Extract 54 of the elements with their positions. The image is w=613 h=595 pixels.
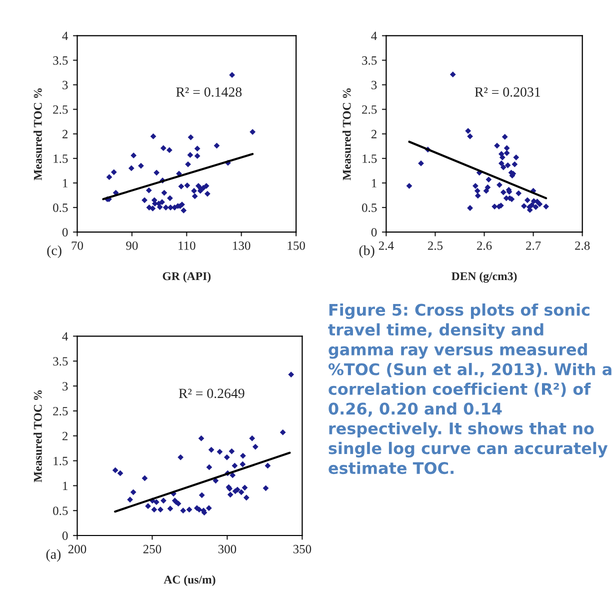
- y-tick-label: 2.5: [53, 105, 68, 114]
- y-tick-label: 1: [63, 179, 68, 188]
- y-tick-label: 0: [62, 532, 68, 540]
- y-tick-label: 2: [62, 130, 68, 138]
- text: (a): [46, 549, 61, 562]
- y-tick-label: 3: [372, 80, 377, 90]
- x-tick-label: 2.7: [526, 241, 541, 250]
- y-axis-title: Measured TOC %: [34, 390, 42, 482]
- x-axis-title: GR (API): [162, 272, 211, 283]
- y-tick-label: 4: [62, 332, 68, 341]
- x-axis-title: DEN (g/cm3): [452, 272, 517, 283]
- x-tick-label: 130: [233, 241, 250, 250]
- x-tick-label: 2.6: [477, 241, 492, 250]
- y-tick-label: 0.5: [362, 204, 377, 212]
- y-tick-label: 0.5: [53, 204, 68, 212]
- annotation: R² = 0.2031: [474, 87, 540, 97]
- y-tick-label: 1.5: [54, 154, 68, 163]
- y-axis-title: Measured TOC %: [342, 88, 351, 180]
- x-axis-title: AC (us/m): [164, 575, 216, 586]
- y-tick-label: 4: [62, 32, 68, 40]
- y-tick-label: 3.5: [53, 357, 68, 366]
- x-tick-label: 150: [288, 241, 305, 250]
- y-tick-label: 4: [371, 32, 377, 40]
- y-tick-label: 3.5: [362, 56, 377, 65]
- y-tick-label: 2.5: [53, 406, 68, 416]
- y-tick-label: 0.5: [53, 506, 68, 516]
- text: (b): [359, 245, 374, 258]
- y-tick-label: 0: [371, 228, 377, 237]
- y-tick-label: 1.5: [362, 154, 377, 163]
- y-tick-label: 2.5: [362, 105, 377, 114]
- x-tick-label: 300: [218, 544, 236, 554]
- y-tick-label: 3: [62, 80, 68, 90]
- x-tick-label: 2.8: [575, 241, 590, 250]
- x-tick-label: 70: [72, 241, 84, 250]
- y-tick-label: 3: [62, 382, 68, 390]
- y-axis-title: Measured TOC %: [34, 88, 42, 180]
- y-tick-label: 2: [371, 130, 376, 138]
- y-tick-label: 1: [63, 482, 68, 490]
- y-tick-label: 1.5: [54, 456, 68, 466]
- y-tick-label: 3.5: [53, 56, 68, 65]
- x-tick-label: 2.5: [428, 241, 443, 250]
- x-tick-label: 90: [126, 241, 138, 250]
- y-tick-label: 2: [62, 432, 68, 440]
- x-tick-label: 2.4: [378, 241, 394, 250]
- x-tick-label: 200: [68, 544, 86, 554]
- y-tick-label: 0: [62, 228, 68, 237]
- x-tick-label: 110: [178, 241, 196, 250]
- annotation: R² = 0.2649: [178, 388, 244, 398]
- x-tick-label: 250: [143, 544, 162, 554]
- x-tick-label: 350: [293, 544, 312, 554]
- annotation: R² = 0.1428: [176, 87, 242, 97]
- text: Figure 5: Cross plots of sonic travel time, density and gamma ray versus measured %TOC (Sun et al., 2013). With a correlation coefficient (R²) of 0.26, 0.20 and 0.14 respectively. It shows that no single log curve can accurately estimate TOC.: [328, 303, 612, 474]
- text: (c): [47, 245, 62, 258]
- y-tick-label: 1: [372, 179, 376, 188]
